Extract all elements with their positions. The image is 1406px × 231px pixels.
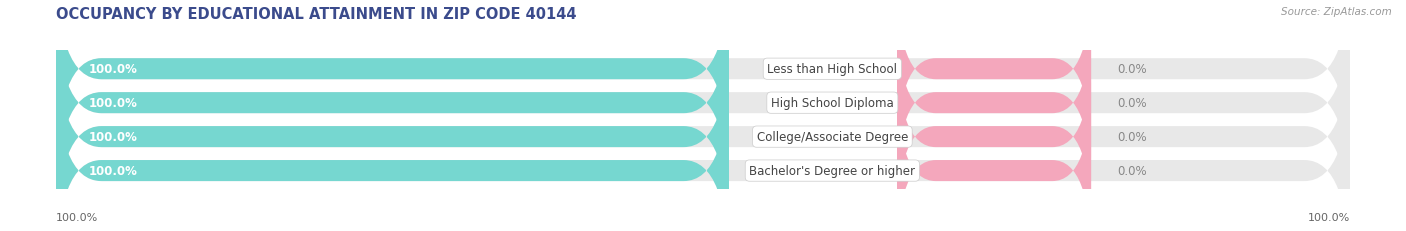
- Text: Less than High School: Less than High School: [768, 63, 897, 76]
- Text: 0.0%: 0.0%: [1116, 131, 1146, 143]
- Text: 0.0%: 0.0%: [1116, 97, 1146, 110]
- Text: 0.0%: 0.0%: [1116, 63, 1146, 76]
- FancyBboxPatch shape: [56, 63, 728, 231]
- Text: 100.0%: 100.0%: [56, 212, 98, 222]
- Text: 100.0%: 100.0%: [89, 131, 138, 143]
- FancyBboxPatch shape: [897, 0, 1091, 160]
- Text: Bachelor's Degree or higher: Bachelor's Degree or higher: [749, 164, 915, 177]
- FancyBboxPatch shape: [56, 63, 1350, 231]
- Text: High School Diploma: High School Diploma: [770, 97, 894, 110]
- FancyBboxPatch shape: [56, 0, 728, 177]
- Text: Source: ZipAtlas.com: Source: ZipAtlas.com: [1281, 7, 1392, 17]
- FancyBboxPatch shape: [56, 29, 728, 231]
- Text: 100.0%: 100.0%: [1308, 212, 1350, 222]
- FancyBboxPatch shape: [56, 29, 1350, 231]
- Text: 100.0%: 100.0%: [89, 63, 138, 76]
- FancyBboxPatch shape: [56, 0, 1350, 177]
- FancyBboxPatch shape: [56, 0, 728, 211]
- Text: 100.0%: 100.0%: [89, 164, 138, 177]
- FancyBboxPatch shape: [897, 46, 1091, 228]
- Text: 100.0%: 100.0%: [89, 97, 138, 110]
- FancyBboxPatch shape: [897, 12, 1091, 194]
- Text: OCCUPANCY BY EDUCATIONAL ATTAINMENT IN ZIP CODE 40144: OCCUPANCY BY EDUCATIONAL ATTAINMENT IN Z…: [56, 7, 576, 22]
- FancyBboxPatch shape: [56, 0, 1350, 211]
- Text: 0.0%: 0.0%: [1116, 164, 1146, 177]
- FancyBboxPatch shape: [897, 80, 1091, 231]
- Text: College/Associate Degree: College/Associate Degree: [756, 131, 908, 143]
